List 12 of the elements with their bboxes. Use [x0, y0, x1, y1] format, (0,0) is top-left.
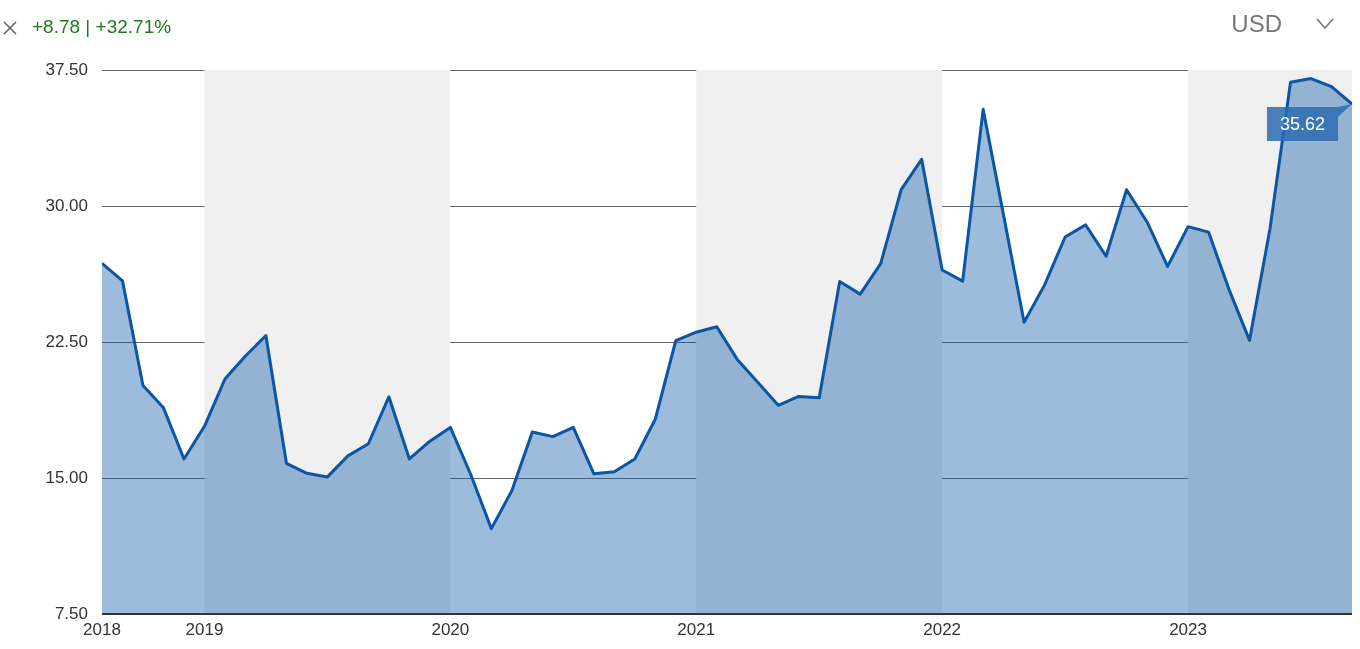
chart-title: +8.78 | +32.71%: [32, 16, 172, 38]
text: USD: [1231, 10, 1282, 38]
x-tick-label: 2022: [923, 619, 962, 639]
x-tick-label: 2019: [185, 619, 224, 639]
y-tick-label: 15.00: [45, 467, 88, 487]
x-tick-label: 2020: [431, 619, 470, 639]
y-tick-label: 22.50: [45, 331, 88, 351]
y-tick-label: 37.50: [45, 59, 88, 79]
x-tick-label: 2023: [1169, 619, 1207, 639]
x-tick-label: 2021: [677, 619, 716, 639]
y-tick-label: 30.00: [45, 195, 88, 215]
annotation: 35.62: [1279, 114, 1325, 135]
